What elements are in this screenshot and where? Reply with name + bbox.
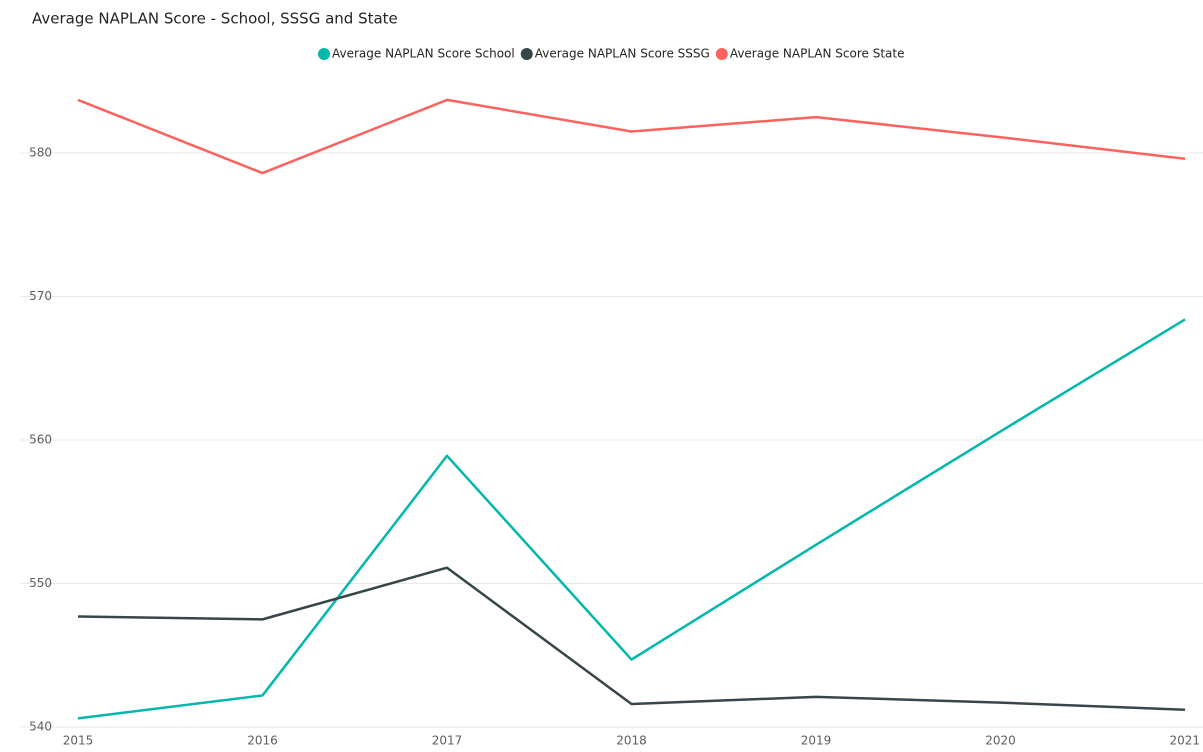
legend-label: Average NAPLAN Score School <box>332 47 515 61</box>
x-tick-label: 2016 <box>247 734 278 748</box>
y-tick-label: 550 <box>29 576 52 590</box>
y-tick-label: 560 <box>29 433 52 447</box>
x-tick-label: 2015 <box>63 734 94 748</box>
x-tick-label: 2021 <box>1169 734 1200 748</box>
series-line <box>77 98 1186 175</box>
x-tick-label: 2017 <box>432 734 463 748</box>
x-tick-label: 2019 <box>801 734 832 748</box>
y-tick-label: 580 <box>29 146 52 160</box>
legend-label: Average NAPLAN Score SSSG <box>535 47 710 61</box>
y-tick-label: 540 <box>29 720 52 734</box>
x-tick-label: 2020 <box>985 734 1016 748</box>
legend-label: Average NAPLAN Score State <box>730 47 905 61</box>
chart-title: Average NAPLAN Score - School, SSSG and … <box>32 10 398 28</box>
legend-marker <box>715 48 728 60</box>
x-tick-label: 2018 <box>616 734 647 748</box>
series-line <box>77 318 1186 720</box>
legend-marker <box>318 48 330 60</box>
series-line <box>77 566 1186 712</box>
legend-marker <box>520 48 533 60</box>
y-tick-label: 570 <box>29 289 52 303</box>
